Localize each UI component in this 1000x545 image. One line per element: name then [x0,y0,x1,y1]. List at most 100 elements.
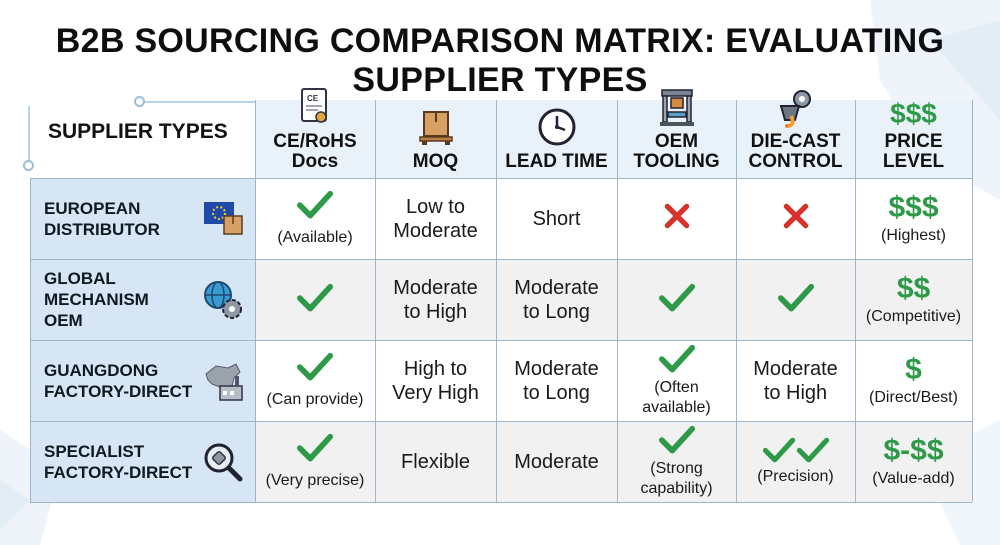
table-cell: $$$ (Highest) [855,178,972,259]
table-cell: Low to Moderate [375,178,496,259]
china-map-factory-icon [202,360,244,407]
column-header-label: TOOLING [633,151,720,172]
moq-value: High to [403,357,468,380]
check-mark-icon [658,424,696,459]
moq-value: Low to [406,195,465,218]
cell-note: (Available) [277,229,353,247]
cell-note: (Very precise) [265,472,365,490]
eu-flag-box-icon [202,198,244,245]
supplier-type-label-line: OEM [44,311,83,330]
cell-note: (Precision) [757,468,834,486]
moq-value: Very High [392,381,479,404]
table-cell: Flexible [375,421,496,502]
price-level-note: (Highest) [881,226,946,244]
certificate-icon: CE [294,86,336,128]
lead-time-value: Moderate [514,276,599,299]
die-cast-value: Moderate [753,357,838,380]
check-mark-icon [296,432,334,467]
table-cell: High to Very High [375,340,496,421]
double-check-mark-icon [762,436,830,463]
supplier-type-label: GLOBAL MECHANISM OEM [44,268,149,331]
table-cell: Moderate to Long [496,340,617,421]
grid-line [30,502,972,503]
cross-mark-icon [782,202,810,235]
table-cell: (Can provide) [255,340,375,421]
supplier-types-header: SUPPLIER TYPES [48,120,228,143]
grid-line [30,340,972,341]
table-cell: $-$$ (Value-add) [855,421,972,502]
dollar-signs-icon: $$$ [890,100,937,128]
moq-value: Moderate [393,276,478,299]
cell-note-line: capability) [640,480,713,498]
supplier-type-label-line: SPECIALIST [44,441,145,461]
column-header-label: LEVEL [882,151,945,172]
price-level-note: (Value-add) [872,469,955,487]
column-header-2: MOQ [375,100,496,178]
table-cell: Moderate [496,421,617,502]
check-mark-icon [777,282,815,317]
moq-value: Moderate [393,219,478,242]
press-machine-icon [656,86,698,128]
lead-time-value: to Long [523,381,590,404]
column-header-label: CE/RoHS [273,131,357,152]
decor-line [140,101,280,103]
gear-ladle-icon [775,86,817,128]
column-header-label: MOQ [412,151,459,172]
price-level-note: (Direct/Best) [869,388,958,406]
table-row [255,178,972,259]
moq-value: Flexible [401,450,470,473]
decor-line [28,106,30,166]
grid-line [736,100,737,502]
check-mark-icon [658,282,696,317]
supplier-type-label-line: GUANGDONG [44,360,159,380]
globe-gear-icon [202,279,244,326]
column-header-1: CE CE/RoHS Docs [255,88,375,178]
table-cell: (Very precise) [255,421,375,502]
header-band [255,100,972,178]
clock-icon [536,106,578,148]
price-level-symbol: $$ [896,271,931,305]
grid-line [972,100,973,502]
table-row [255,259,972,340]
table-cell: (Often available) [617,340,736,421]
column-header-label: CONTROL [748,151,843,172]
grid-line [30,178,972,179]
supplier-type-label-line: FACTORY-DIRECT [44,381,193,401]
die-cast-value: to High [763,381,828,404]
pallet-box-icon [415,106,457,148]
lead-time-value: Short [532,207,581,230]
table-cell [617,178,736,259]
column-header-label: OEM [654,131,699,152]
supplier-type-label-line: EUROPEAN [44,198,141,218]
supplier-type-label-line: FACTORY-DIRECT [44,462,193,482]
table-cell [617,259,736,340]
decor-dot [23,160,34,171]
grid-line [617,100,618,502]
table-cell: Moderate to High [736,340,855,421]
cell-note: (Often available) [642,378,710,418]
column-header-5: DIE-CAST CONTROL [736,90,855,178]
cross-mark-icon [663,202,691,235]
table-cell: $ (Direct/Best) [855,340,972,421]
supplier-type-label: GUANGDONG FACTORY-DIRECT [44,360,192,402]
cell-note-line: available) [642,399,711,417]
column-header-label: Docs [291,151,339,172]
svg-text:CE: CE [307,94,319,103]
supplier-type-label-line: MECHANISM [44,290,149,309]
table-cell: $$ (Competitive) [855,259,972,340]
moq-value: to High [403,300,468,323]
cell-note: (Strong capability) [640,459,712,499]
table-cell: Short [496,178,617,259]
supplier-type-label: EUROPEAN DISTRIBUTOR [44,198,160,240]
column-header-label: PRICE [884,131,943,152]
table-row [255,421,972,502]
grid-line [30,259,972,260]
supplier-type-label-line: DISTRIBUTOR [44,219,160,239]
magnifier-part-icon [202,441,244,488]
grid-line [30,421,972,422]
table-cell: (Strong capability) [617,421,736,502]
cell-note-line: (Strong [650,460,703,478]
supplier-type-label-line: GLOBAL [44,269,116,288]
lead-time-value: Moderate [514,450,599,473]
grid-line [255,100,256,502]
